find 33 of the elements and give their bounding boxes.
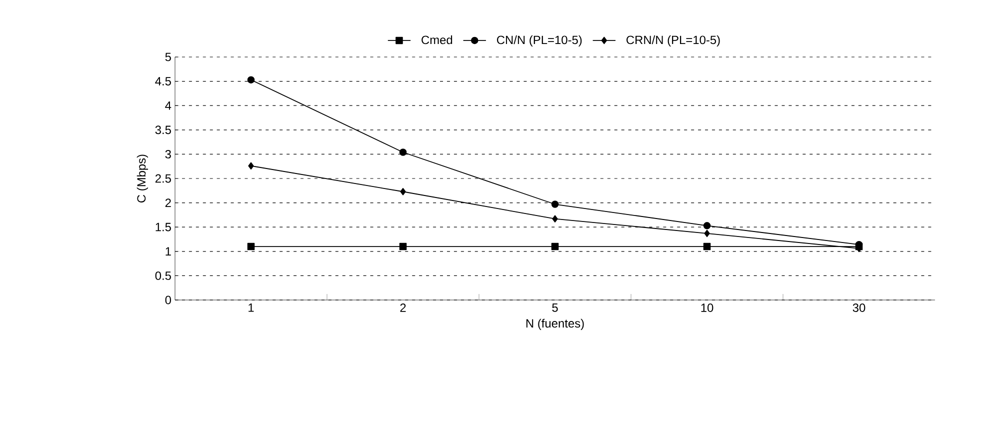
y-axis-title: C (Mbps) [136,154,148,202]
y-tick-label: 2 [165,198,171,207]
y-tick-label: 3 [165,150,171,158]
x-tick-label: 2 [400,304,406,312]
y-tick-label: 3.5 [155,126,171,134]
x-tick-label: 1 [248,304,254,312]
y-tick-label: 1 [166,247,171,256]
y-tick-label: 4 [165,101,172,110]
x-tick-label: 10 [701,304,714,312]
point [552,215,558,222]
point [247,76,255,84]
point [400,188,406,196]
legend-label: Cmed [422,35,452,44]
point [551,242,559,250]
x-tick-label: 5 [552,304,558,312]
legend-label: CN/N (PL=10-5) [496,35,582,47]
point [703,242,711,250]
point [247,242,255,250]
y-tick-label: 0 [165,296,172,304]
point [399,148,407,156]
point [248,162,254,170]
x-tick-label: 30 [852,304,866,312]
x-axis-title: N (fuentes) [526,318,584,330]
y-tick-label: 4.5 [155,77,171,86]
y-tick-label: 0.5 [155,271,171,280]
y-tick-label: 1.5 [156,222,171,232]
legend-label: CRN/N (PL=10-5) [626,35,720,47]
y-tick-label: 2.5 [155,174,171,183]
point [703,222,711,230]
point [704,230,710,238]
point [551,200,559,208]
y-tick-label: 5 [165,52,171,62]
point [399,242,407,250]
